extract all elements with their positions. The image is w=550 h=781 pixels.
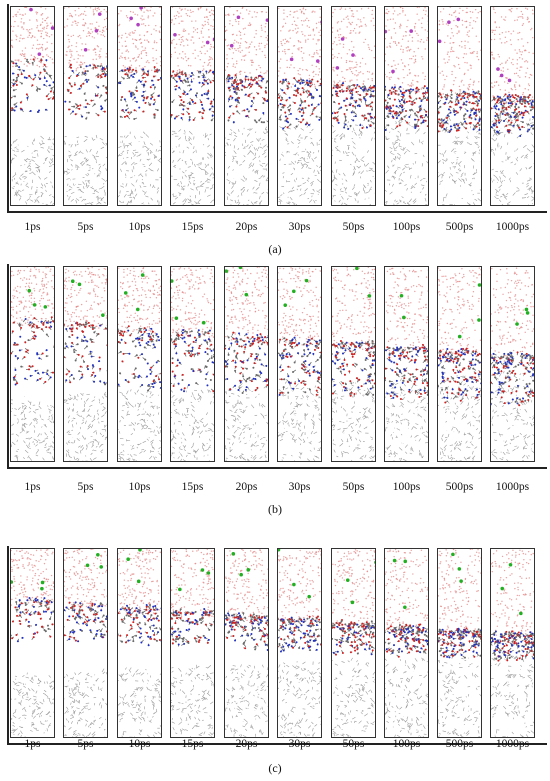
molecule-snapshot-image (171, 549, 214, 737)
panel-axis-vertical (7, 546, 9, 744)
snapshot-frame (331, 266, 376, 462)
time-label: 1000ps (495, 738, 530, 750)
molecule-snapshot-image (332, 7, 375, 205)
molecule-snapshot-image (278, 267, 321, 461)
molecule-snapshot-image (118, 549, 161, 737)
time-label: 20ps (235, 481, 258, 493)
snapshot-frame (437, 266, 482, 462)
snapshot-frame (490, 548, 535, 738)
snapshot-frame (117, 6, 162, 206)
time-label: 15ps (181, 481, 204, 493)
snapshot-frame (10, 266, 55, 462)
time-label: 50ps (342, 738, 365, 750)
snapshot-frame (384, 266, 429, 462)
panel-caption: (a) (268, 242, 282, 256)
molecule-snapshot-image (11, 549, 54, 737)
snapshot-frame (170, 266, 215, 462)
time-label: 5ps (77, 738, 94, 750)
molecule-snapshot-image (11, 267, 54, 461)
snapshot-frame (490, 6, 535, 206)
snapshot-frame (63, 266, 108, 462)
molecule-snapshot-image (225, 549, 268, 737)
snapshot-frame (117, 548, 162, 738)
time-label: 20ps (235, 221, 258, 233)
snapshot-frame (437, 6, 482, 206)
time-label: 500ps (445, 221, 474, 233)
panel-axis-horizontal (7, 743, 547, 745)
panel-axis-vertical (7, 4, 9, 212)
molecule-snapshot-image (385, 549, 428, 737)
molecule-snapshot-image (171, 7, 214, 205)
snapshot-frame (277, 548, 322, 738)
panel-caption: (b) (268, 502, 282, 516)
time-label: 10ps (128, 221, 151, 233)
molecule-snapshot-image (385, 7, 428, 205)
panel-axis-horizontal (7, 211, 547, 213)
time-label: 50ps (342, 221, 365, 233)
snapshot-frame (10, 6, 55, 206)
snapshot-frame (384, 6, 429, 206)
molecule-snapshot-image (171, 267, 214, 461)
molecule-snapshot-image (225, 267, 268, 461)
time-label: 20ps (235, 738, 258, 750)
snapshot-frame (170, 6, 215, 206)
molecule-snapshot-image (438, 549, 481, 737)
time-label: 1000ps (495, 221, 530, 233)
snapshot-frame (277, 6, 322, 206)
time-label: 30ps (288, 738, 311, 750)
time-label: 100ps (392, 481, 421, 493)
time-label: 500ps (445, 738, 474, 750)
molecule-snapshot-image (64, 267, 107, 461)
snapshot-frame (10, 548, 55, 738)
snapshot-frame (437, 548, 482, 738)
time-label: 15ps (181, 738, 204, 750)
time-label: 1ps (24, 481, 41, 493)
snapshot-frame (224, 6, 269, 206)
time-label: 10ps (128, 738, 151, 750)
molecule-snapshot-image (225, 7, 268, 205)
molecule-snapshot-image (64, 7, 107, 205)
molecule-snapshot-image (491, 267, 534, 461)
molecule-snapshot-image (278, 7, 321, 205)
snapshot-frame (384, 548, 429, 738)
molecule-snapshot-image (385, 267, 428, 461)
time-label: 1000ps (495, 481, 530, 493)
molecule-snapshot-image (11, 7, 54, 205)
snapshot-frame (277, 266, 322, 462)
molecule-snapshot-image (118, 267, 161, 461)
molecule-snapshot-image (332, 267, 375, 461)
snapshot-frame (331, 548, 376, 738)
time-label: 100ps (392, 738, 421, 750)
molecule-snapshot-image (491, 7, 534, 205)
time-label: 500ps (445, 481, 474, 493)
panel-axis-horizontal (7, 467, 547, 469)
molecule-snapshot-image (332, 549, 375, 737)
molecule-snapshot-image (438, 7, 481, 205)
molecule-snapshot-image (278, 549, 321, 737)
time-label: 30ps (288, 481, 311, 493)
time-label: 1ps (24, 738, 41, 750)
time-label: 5ps (77, 481, 94, 493)
molecule-snapshot-image (64, 549, 107, 737)
molecule-snapshot-image (491, 549, 534, 737)
time-label: 1ps (24, 221, 41, 233)
panel-axis-vertical (7, 264, 9, 468)
panel-caption: (c) (268, 761, 282, 775)
snapshot-frame (224, 266, 269, 462)
time-label: 100ps (392, 221, 421, 233)
snapshot-frame (63, 548, 108, 738)
snapshot-frame (117, 266, 162, 462)
time-label: 50ps (342, 481, 365, 493)
snapshot-frame (331, 6, 376, 206)
time-label: 5ps (77, 221, 94, 233)
snapshot-frame (170, 548, 215, 738)
time-label: 30ps (288, 221, 311, 233)
time-label: 15ps (181, 221, 204, 233)
snapshot-frame (490, 266, 535, 462)
molecule-snapshot-image (118, 7, 161, 205)
snapshot-frame (63, 6, 108, 206)
snapshot-frame (224, 548, 269, 738)
molecule-snapshot-image (438, 267, 481, 461)
time-label: 10ps (128, 481, 151, 493)
